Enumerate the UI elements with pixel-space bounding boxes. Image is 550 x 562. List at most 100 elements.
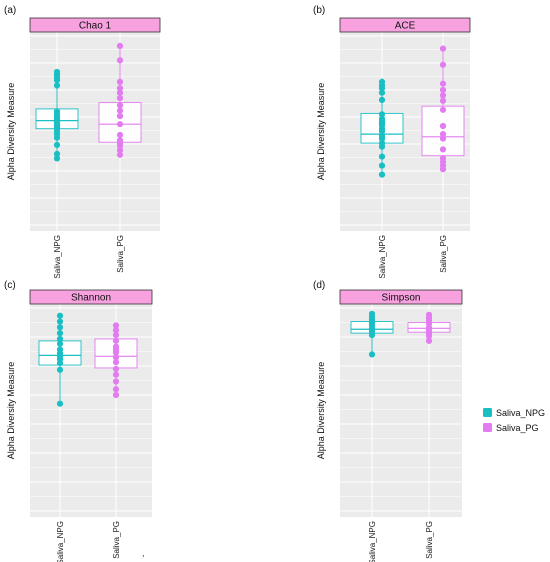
data-point xyxy=(112,386,120,393)
panel-letter: (c) xyxy=(4,280,16,291)
data-point xyxy=(53,141,61,148)
x-tick-label: Saliva_NPG xyxy=(378,235,387,279)
panels: (a) Chao 1 Alpha Diversity Measure Saliva_N… xyxy=(4,5,471,562)
data-point xyxy=(112,391,120,399)
data-point xyxy=(112,322,120,329)
data-point xyxy=(116,89,124,96)
legend-point xyxy=(483,423,492,432)
data-point xyxy=(116,131,124,139)
data-point xyxy=(378,85,386,92)
panel-title: ACE xyxy=(395,21,416,32)
series-Saliva_PG xyxy=(421,45,465,173)
panel-letter: (d) xyxy=(313,280,325,291)
x-tick-label: Saliva_PG xyxy=(439,235,448,273)
series-Saliva_PG xyxy=(407,311,451,344)
data-point xyxy=(56,360,64,367)
data-point xyxy=(116,42,124,50)
series-Saliva_PG xyxy=(94,322,138,399)
data-point xyxy=(378,111,386,118)
data-point xyxy=(112,378,120,385)
data-point xyxy=(56,335,64,343)
data-point xyxy=(112,359,120,366)
panel-letter: (b) xyxy=(313,5,325,16)
panel-letter: (a) xyxy=(4,5,16,16)
legend-entry: Saliva_NPG xyxy=(483,408,545,418)
data-point xyxy=(112,365,120,372)
x-tick-label: Saliva_NPG xyxy=(56,521,65,562)
data-point xyxy=(53,150,61,157)
plot-background xyxy=(340,304,462,517)
strip xyxy=(339,17,471,33)
panel-title: Chao 1 xyxy=(79,21,112,32)
data-point xyxy=(56,330,64,337)
data-point xyxy=(439,97,447,104)
data-point xyxy=(368,331,376,339)
data-point xyxy=(378,143,386,150)
data-point xyxy=(439,80,447,87)
data-point xyxy=(116,121,124,128)
data-point xyxy=(439,131,447,138)
x-tick-label: Saliva_NPG xyxy=(53,235,62,279)
x-tick-label: Saliva_PG xyxy=(116,235,125,273)
data-point xyxy=(112,337,120,344)
data-point xyxy=(439,146,447,153)
y-axis-label: Alpha Diversity Measure xyxy=(316,362,326,460)
panel-4: (d) Simpson Alpha Diversity Measure Saliva_… xyxy=(313,280,463,562)
data-point xyxy=(116,57,124,64)
panel-1: (a) Chao 1 Alpha Diversity Measure Saliva_N… xyxy=(4,5,161,279)
stray-comma: , xyxy=(142,548,145,558)
data-point xyxy=(378,89,386,96)
x-tick-label: Saliva_PG xyxy=(425,521,434,559)
data-point xyxy=(378,128,386,135)
data-point xyxy=(112,371,120,378)
strip xyxy=(29,17,161,33)
data-point xyxy=(112,331,120,339)
data-point xyxy=(53,77,61,84)
data-point xyxy=(56,312,64,319)
y-axis-label: Alpha Diversity Measure xyxy=(6,83,16,181)
data-point xyxy=(116,151,124,158)
data-point xyxy=(116,95,124,102)
legend-point xyxy=(483,408,492,417)
data-point xyxy=(112,349,120,356)
panel-2: (b) ACE Alpha Diversity Measure Saliva_NPG S… xyxy=(313,5,471,279)
panel-3: (c) Shannon Alpha Diversity Measure Saliva_… xyxy=(4,280,153,562)
x-tick-label: Saliva_PG xyxy=(112,521,121,559)
data-point xyxy=(116,102,124,109)
data-point xyxy=(112,327,120,334)
plot-background xyxy=(30,304,152,517)
data-point xyxy=(56,340,64,347)
data-point xyxy=(425,337,433,344)
data-point xyxy=(439,166,447,173)
strip xyxy=(29,289,153,305)
data-point xyxy=(56,324,64,331)
series-Saliva_NPG xyxy=(350,310,394,358)
legend-entry: Saliva_PG xyxy=(483,423,539,433)
data-point xyxy=(378,96,386,103)
data-point xyxy=(439,86,447,94)
data-point xyxy=(439,135,447,142)
x-tick-label: Saliva_NPG xyxy=(368,521,377,562)
strip xyxy=(339,289,463,305)
data-point xyxy=(116,85,124,92)
data-point xyxy=(378,162,386,169)
series-Saliva_PG xyxy=(98,42,142,158)
data-point xyxy=(439,106,447,113)
y-axis-label: Alpha Diversity Measure xyxy=(6,362,16,460)
data-point xyxy=(53,155,61,162)
data-point xyxy=(116,113,124,120)
legend: Saliva_NPG Saliva_PG xyxy=(483,408,545,433)
data-point xyxy=(425,332,433,340)
data-point xyxy=(56,318,64,325)
data-point xyxy=(116,107,124,114)
data-point xyxy=(439,92,447,99)
series-Saliva_NPG xyxy=(38,312,82,407)
data-point xyxy=(378,153,386,160)
data-point xyxy=(116,142,124,149)
data-point xyxy=(439,45,447,52)
data-point xyxy=(116,78,124,85)
legend-label: Saliva_NPG xyxy=(496,408,545,418)
data-point xyxy=(439,122,447,130)
data-point xyxy=(56,366,64,373)
